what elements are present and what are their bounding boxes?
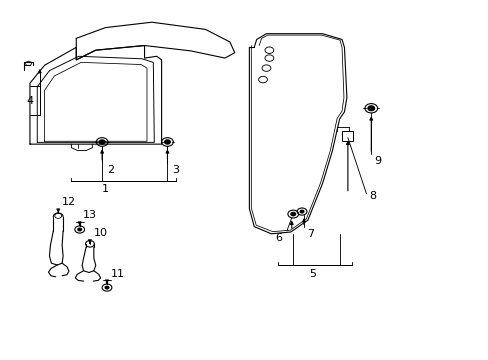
Text: 12: 12	[61, 197, 76, 207]
Bar	[341, 131, 352, 140]
Circle shape	[300, 210, 304, 213]
Text: 8: 8	[368, 191, 376, 201]
Text: 13: 13	[82, 210, 97, 220]
Circle shape	[78, 228, 81, 231]
Circle shape	[99, 140, 105, 144]
Text: 3: 3	[172, 165, 179, 175]
Text: 10: 10	[93, 228, 107, 238]
Circle shape	[164, 140, 170, 144]
Text: 5: 5	[308, 269, 316, 279]
Text: 2: 2	[107, 165, 114, 175]
Text: 9: 9	[373, 156, 381, 166]
Text: 7: 7	[306, 229, 313, 239]
Text: 6: 6	[275, 233, 282, 243]
Circle shape	[105, 286, 109, 289]
Text: 1: 1	[102, 184, 109, 194]
Text: 4: 4	[27, 96, 34, 106]
Circle shape	[290, 212, 295, 216]
Circle shape	[367, 106, 374, 111]
Text: 11: 11	[110, 269, 124, 279]
